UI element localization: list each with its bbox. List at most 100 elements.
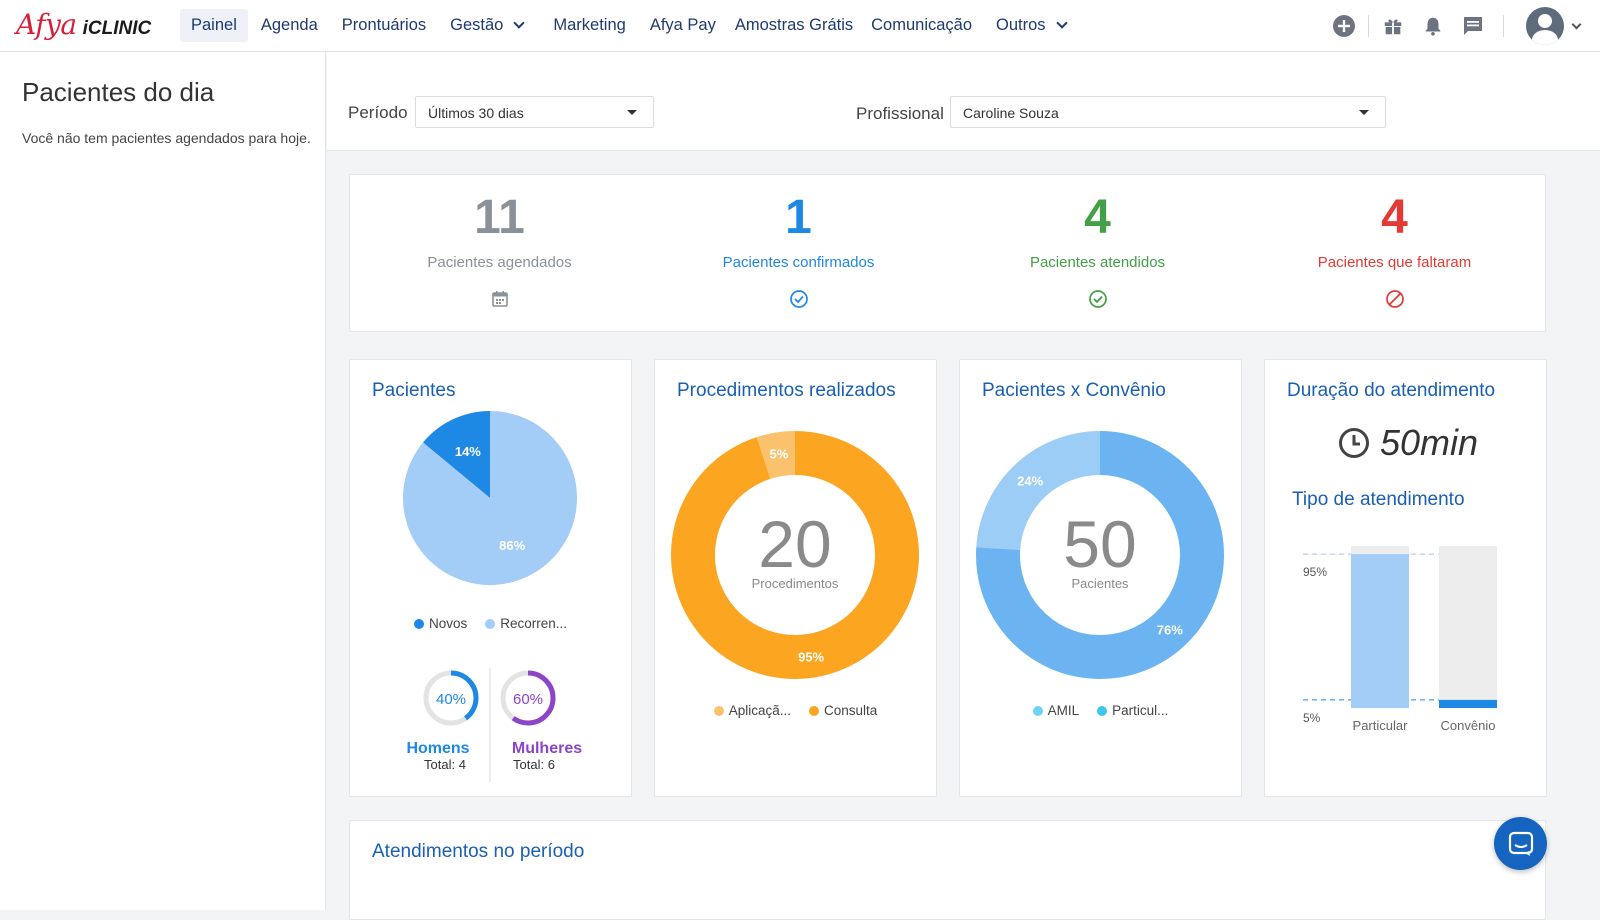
novos-slice[interactable] [422,411,490,498]
mulheres-total: Total: 6 [513,757,555,772]
reference-line-label: 95% [1303,565,1327,579]
stat-missed-value: 4 [1381,191,1408,244]
gender-gauges: 40% 60% Homens Total: 4 Mulheres Total: … [406,668,582,782]
nav-item-comunicacao[interactable]: Comunicação [863,9,983,42]
stat-scheduled-value: 11 [474,191,525,244]
legend-dot [413,618,424,629]
card-title: Procedimentos realizados [677,380,896,401]
afya-iclinic-logo[interactable]: Afya iCLINIC [16,8,151,44]
attendance-type-bar-chart[interactable]: Particular Convênio 95% 5% [1265,530,1546,770]
legend-item-novos[interactable]: Novos [413,616,468,631]
legend-dot [1097,705,1108,716]
caret-down-icon [627,110,637,115]
homens-gauge-fill [423,670,479,726]
procedimentos-legend: Aplicaçã... Consulta [655,703,936,718]
check-circle-icon [1089,290,1107,308]
stat-confirmed-label: Pacientes confirmados [722,254,875,271]
main-nav: Painel Agenda Prontuários Gestão Marketi… [180,8,1079,42]
nav-item-agenda[interactable]: Agenda [250,9,329,42]
nav-item-outros[interactable]: Outros [985,9,1077,42]
card-pacientes: Pacientes 14% 86% Novos Recorren... 40% 6… [349,359,632,797]
divider [1368,15,1369,37]
donut-center-value: 20 [758,507,831,581]
legend-dot [1032,705,1043,716]
block-icon [1386,290,1404,308]
calendar-icon [492,291,508,307]
filters-bar: Período Últimos 30 dias Profissional Car… [327,52,1600,151]
legend-dot [713,705,724,716]
legend-item-aplicacao[interactable]: Aplicaçã... [713,703,791,718]
nav-label: Prontuários [341,15,427,34]
nav-label: Agenda [260,15,318,34]
legend-dot [808,705,819,716]
legend-item-consulta[interactable]: Consulta [808,703,877,718]
convenio-donut-chart[interactable]: 50 Pacientes 24% 76% [960,417,1241,687]
legend-label: Aplicaçã... [728,703,791,718]
procedimentos-donut-chart[interactable]: 20 Procedimentos 5% 95% [655,417,936,687]
bar-particular[interactable] [1351,554,1409,708]
professional-select[interactable]: Caroline Souza [950,96,1386,128]
card-title: Pacientes x Convênio [982,380,1166,401]
card-atendimentos-periodo: Atendimentos no período [349,820,1546,920]
amil-slice[interactable] [976,431,1100,550]
nav-item-amostras-gratis[interactable]: Amostras Grátis [729,9,861,42]
novos-slice-label: 14% [455,444,481,459]
consulta-slice[interactable] [671,431,919,679]
nav-item-marketing[interactable]: Marketing [542,9,636,42]
patients-of-day-panel: Pacientes do dia Você não tem pacientes … [0,52,326,910]
stat-attended-label: Pacientes atendidos [1029,254,1166,271]
bar-background [1439,546,1497,708]
card-convenio: Pacientes x Convênio 50 Pacientes 24% 76%… [959,359,1242,797]
donut-center-label: Procedimentos [752,576,839,591]
chevron-down-icon [513,16,526,29]
legend-label: AMIL [1047,703,1080,718]
nav-item-afya-pay[interactable]: Afya Pay [639,9,727,42]
period-value: Últimos 30 dias [428,105,524,121]
nav-item-painel[interactable]: Painel [180,8,248,42]
card-title: Atendimentos no período [372,841,585,862]
donut-center-label: Pacientes [1071,576,1129,591]
nav-item-gestao[interactable]: Gestão [439,9,534,42]
duration-value: 50min [1380,422,1479,463]
support-chat-button[interactable] [1494,817,1547,870]
bell-icon[interactable] [1413,6,1453,46]
attendance-type-title: Tipo de atendimento [1292,489,1465,510]
professional-value: Caroline Souza [963,105,1059,121]
mulheres-percent: 60% [513,691,543,708]
legend-label: Novos [428,616,468,631]
recorrentes-slice-label: 86% [499,538,525,553]
particular-slice[interactable] [976,431,1224,679]
stat-missed: 4 Pacientes que faltaram [1245,175,1544,333]
legend-item-recorrentes[interactable]: Recorren... [485,616,567,631]
duration-display: 50min [1338,422,1478,464]
card-title: Pacientes [372,380,456,401]
gift-icon[interactable] [1373,6,1413,46]
legend-label: Recorren... [500,616,568,631]
card-duracao: Duração do atendimento 50min Tipo de ate… [1264,359,1547,797]
chevron-down-icon[interactable] [1571,19,1582,29]
bar-convenio[interactable] [1439,699,1497,708]
aplicacao-slice-label: 5% [769,446,788,461]
mulheres-gauge-fill [500,670,556,726]
homens-percent: 40% [436,691,466,708]
legend-item-particular[interactable]: Particul... [1097,703,1168,718]
nav-label: Painel [191,15,237,34]
nav-label: Gestão [450,15,504,34]
user-avatar[interactable] [1526,7,1564,45]
particular-slice-label: 76% [1157,622,1183,637]
aplicacao-slice[interactable] [756,431,795,479]
nav-item-prontuarios[interactable]: Prontuários [331,9,437,42]
bar-category-label: Particular [1353,718,1409,733]
check-circle-icon [790,290,808,308]
period-select[interactable]: Últimos 30 dias [415,96,654,128]
sidebar-title: Pacientes do dia [22,77,215,107]
sidebar-empty-message: Você não tem pacientes agendados para ho… [22,130,311,146]
chat-bubble-icon [1508,831,1533,856]
chat-icon[interactable] [1453,6,1493,46]
legend-item-amil[interactable]: AMIL [1032,703,1080,718]
chevron-down-icon [1055,16,1068,29]
bar-category-label: Convênio [1441,718,1496,733]
pacientes-pie-chart[interactable]: 14% 86% [350,410,631,630]
add-circle-icon[interactable] [1324,6,1364,46]
recorrentes-slice[interactable] [403,411,577,585]
